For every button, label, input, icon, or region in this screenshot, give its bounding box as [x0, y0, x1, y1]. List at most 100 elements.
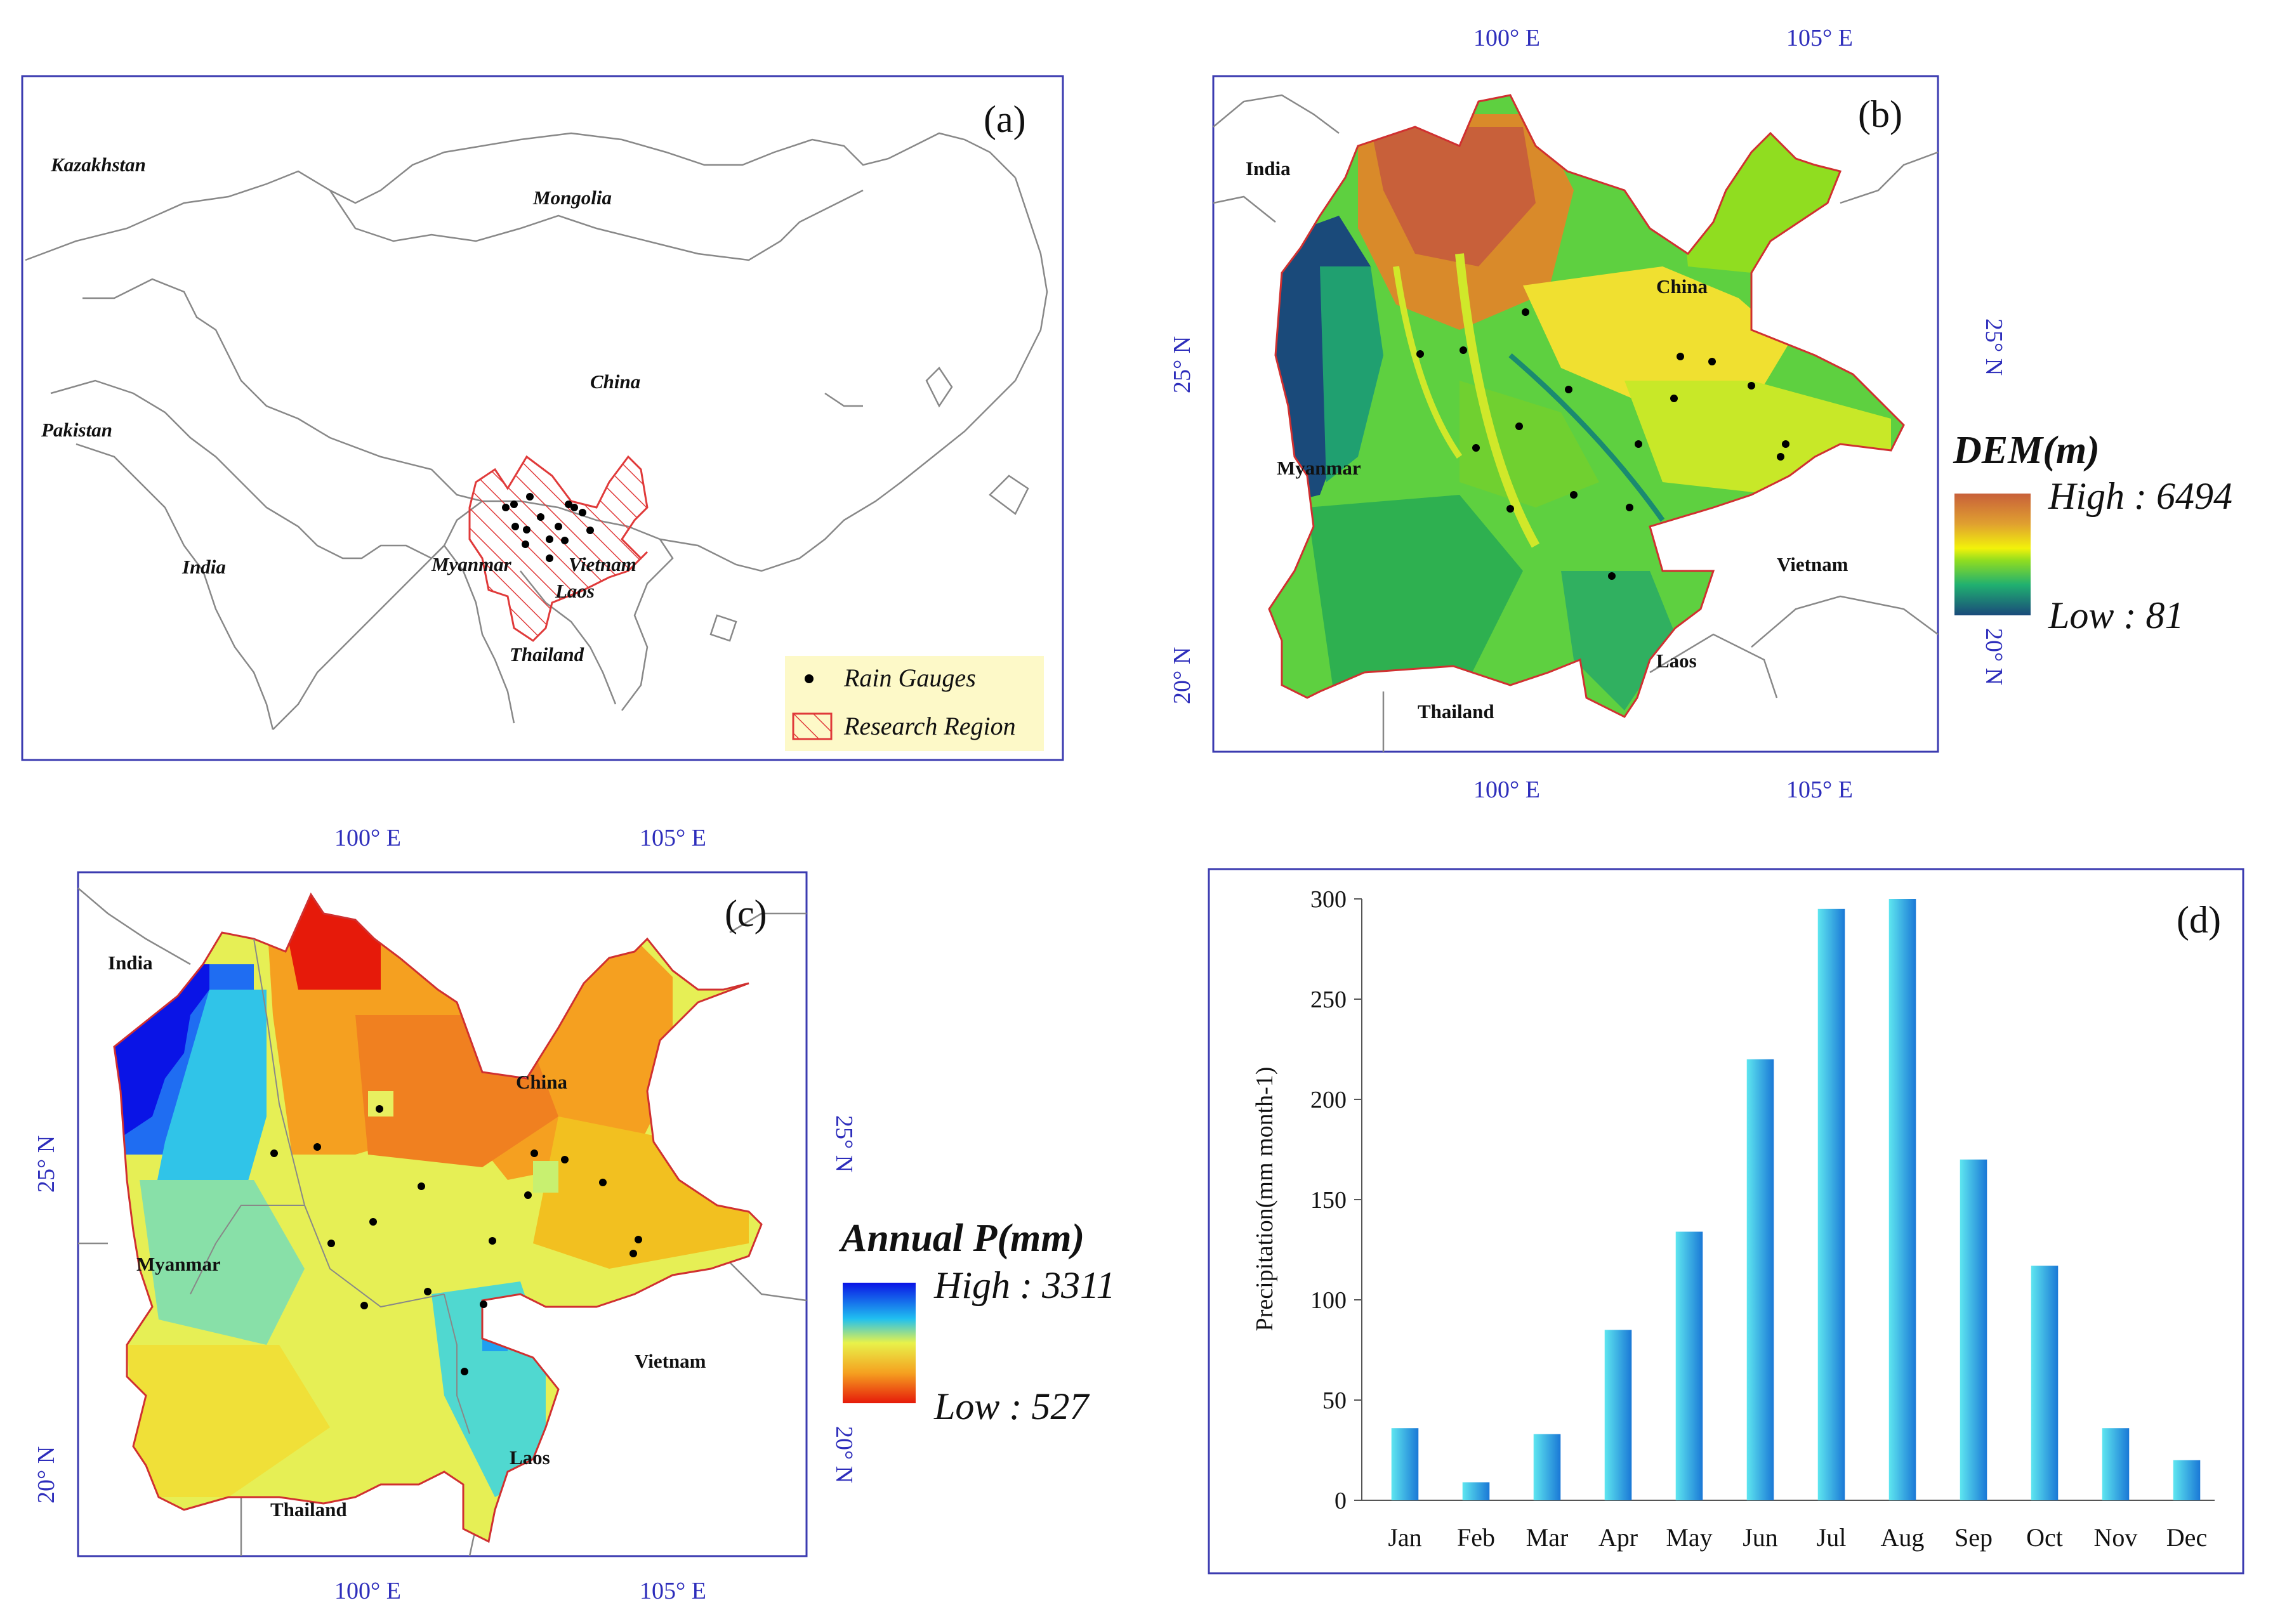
dem-legend-high: High : 6494 — [2048, 475, 2232, 517]
lat-label-20-right-b: 20° N — [1980, 628, 2007, 685]
lon-label-100-bottom-c: 100° E — [334, 1578, 401, 1604]
panel-label-c: (c) — [725, 893, 767, 934]
bar-dec — [2173, 1460, 2201, 1500]
country-label-laos-b: Laos — [1656, 650, 1697, 672]
rain-gauge-legend-icon — [805, 674, 814, 683]
rain-gauges-b — [1416, 308, 1789, 580]
precip-color-ramp — [843, 1283, 916, 1403]
country-label-mongolia: Mongolia — [532, 187, 612, 209]
lat-label-25-left-b: 25° N — [1169, 336, 1196, 393]
research-region-legend-icon — [792, 712, 833, 740]
legend-research-region-label: Research Region — [843, 712, 1016, 740]
country-label-india-c: India — [108, 952, 153, 974]
panel-a-overview-map: Kazakhstan Mongolia China Pakistan India… — [21, 75, 1064, 761]
x-tick-label-apr: Apr — [1598, 1523, 1638, 1552]
x-tick-label-jan: Jan — [1388, 1523, 1421, 1552]
bar-jan — [1391, 1428, 1419, 1500]
precip-legend-title: Annual P(mm) — [838, 1217, 1084, 1260]
x-tick-label-dec: Dec — [2166, 1523, 2207, 1552]
x-tick-label-mar: Mar — [1526, 1523, 1569, 1552]
country-label-kazakhstan: Kazakhstan — [50, 154, 146, 176]
country-label-laos-c: Laos — [510, 1446, 550, 1469]
country-label-thailand: Thailand — [510, 643, 584, 665]
precip-legend-high: High : 3311 — [933, 1264, 1116, 1306]
x-tick-label-may: May — [1666, 1523, 1712, 1552]
bar-aug — [1888, 899, 1916, 1500]
country-label-vietnam-c: Vietnam — [635, 1350, 706, 1372]
bar-sep — [1960, 1159, 1987, 1500]
lon-label-100-bottom-b: 100° E — [1473, 776, 1540, 803]
x-tick-label-feb: Feb — [1457, 1523, 1495, 1552]
lat-label-20-right-c: 20° N — [831, 1426, 857, 1483]
precip-legend: Annual P(mm) High : 3311 Low : 527 — [838, 1217, 1116, 1427]
bar-jul — [1817, 908, 1845, 1500]
lon-label-100-top-c: 100° E — [334, 825, 401, 851]
panel-label-d: (d) — [2177, 899, 2221, 941]
country-label-china: China — [590, 370, 640, 393]
neighbor-borders-b — [1213, 94, 1939, 752]
lat-label-20-left-c: 20° N — [33, 1446, 60, 1503]
dem-color-ramp — [1954, 494, 2031, 615]
lon-label-105-top-c: 105° E — [640, 825, 706, 851]
dem-legend: DEM(m) High : 6494 Low : 81 — [1953, 429, 2232, 636]
country-label-china-c: China — [516, 1071, 567, 1093]
bar-mar — [1533, 1434, 1561, 1500]
dem-legend-title: DEM(m) — [1953, 429, 2100, 472]
x-tick-label-sep: Sep — [1954, 1523, 1993, 1552]
bar-series — [1391, 899, 2201, 1500]
country-label-myanmar: Myanmar — [431, 553, 512, 575]
rain-gauges-a — [502, 493, 594, 562]
panel-label-a: (a) — [984, 98, 1026, 140]
lat-label-25-left-c: 25° N — [33, 1136, 60, 1193]
country-label-myanmar-c: Myanmar — [136, 1253, 221, 1275]
chart-frame — [1208, 868, 2244, 1575]
bar-apr — [1604, 1330, 1632, 1500]
country-label-laos: Laos — [555, 580, 595, 602]
panel-b-dem-map: India China Myanmar Vietnam Laos Thailan… — [1169, 25, 2232, 803]
country-label-india: India — [181, 556, 226, 578]
bar-nov — [2102, 1428, 2130, 1500]
legend-a: Rain Gauges Research Region — [785, 656, 1044, 751]
lon-label-100-top-b: 100° E — [1473, 25, 1540, 51]
lat-label-20-left-b: 20° N — [1169, 647, 1196, 704]
panel-d-chart: 0 50 100 150 200 250 300 Jan Feb Mar Apr May Jun Jul… — [1208, 868, 2244, 1575]
lon-label-105-bottom-c: 105° E — [640, 1578, 706, 1604]
x-tick-label-aug: Aug — [1881, 1523, 1925, 1552]
country-label-vietnam: Vietnam — [569, 553, 636, 575]
lat-label-25-right-b: 25° N — [1980, 318, 2007, 376]
country-label-vietnam-b: Vietnam — [1777, 553, 1848, 575]
lat-label-25-right-c: 25° N — [831, 1115, 857, 1172]
y-tick-label: 100 — [1310, 1287, 1347, 1314]
y-tick-label: 200 — [1310, 1087, 1347, 1113]
precip-legend-low: Low : 527 — [933, 1385, 1090, 1427]
y-tick-label: 300 — [1310, 886, 1347, 913]
country-label-thailand-c: Thailand — [270, 1498, 347, 1521]
legend-rain-gauges-label: Rain Gauges — [843, 664, 976, 692]
country-label-thailand-b: Thailand — [1418, 700, 1494, 723]
y-axis-label: Precipitation(mm month-1) — [1251, 1067, 1278, 1332]
country-label-pakistan: Pakistan — [41, 419, 112, 441]
bar-feb — [1462, 1482, 1490, 1500]
rain-gauges-c — [270, 1105, 642, 1375]
y-tick-label: 150 — [1310, 1187, 1347, 1214]
y-tick-label: 0 — [1334, 1488, 1347, 1514]
x-tick-label-jun: Jun — [1743, 1523, 1778, 1552]
country-label-china-b: China — [1656, 275, 1708, 298]
country-label-myanmar-b: Myanmar — [1277, 457, 1361, 479]
bar-may — [1675, 1231, 1703, 1500]
interior-borders-c — [190, 938, 470, 1434]
y-ticks: 0 50 100 150 200 250 300 — [1310, 886, 1362, 1514]
x-tick-label-jul: Jul — [1817, 1523, 1847, 1552]
x-tick-label-oct: Oct — [2026, 1523, 2063, 1552]
country-label-india-b: India — [1246, 157, 1291, 180]
y-tick-label: 50 — [1322, 1387, 1347, 1414]
x-ticks: Jan Feb Mar Apr May Jun Jul Aug Sep Oct Nov Dec — [1388, 1523, 2207, 1552]
lon-label-105-bottom-b: 105° E — [1786, 776, 1853, 803]
x-tick-label-nov: Nov — [2094, 1523, 2138, 1552]
bar-jun — [1746, 1059, 1774, 1500]
panel-c-precip-map: India China Myanmar Vietnam Laos Thailan… — [33, 825, 1116, 1604]
lon-label-105-top-b: 105° E — [1786, 25, 1853, 51]
y-tick-label: 250 — [1310, 986, 1347, 1013]
dem-legend-low: Low : 81 — [2048, 594, 2184, 636]
